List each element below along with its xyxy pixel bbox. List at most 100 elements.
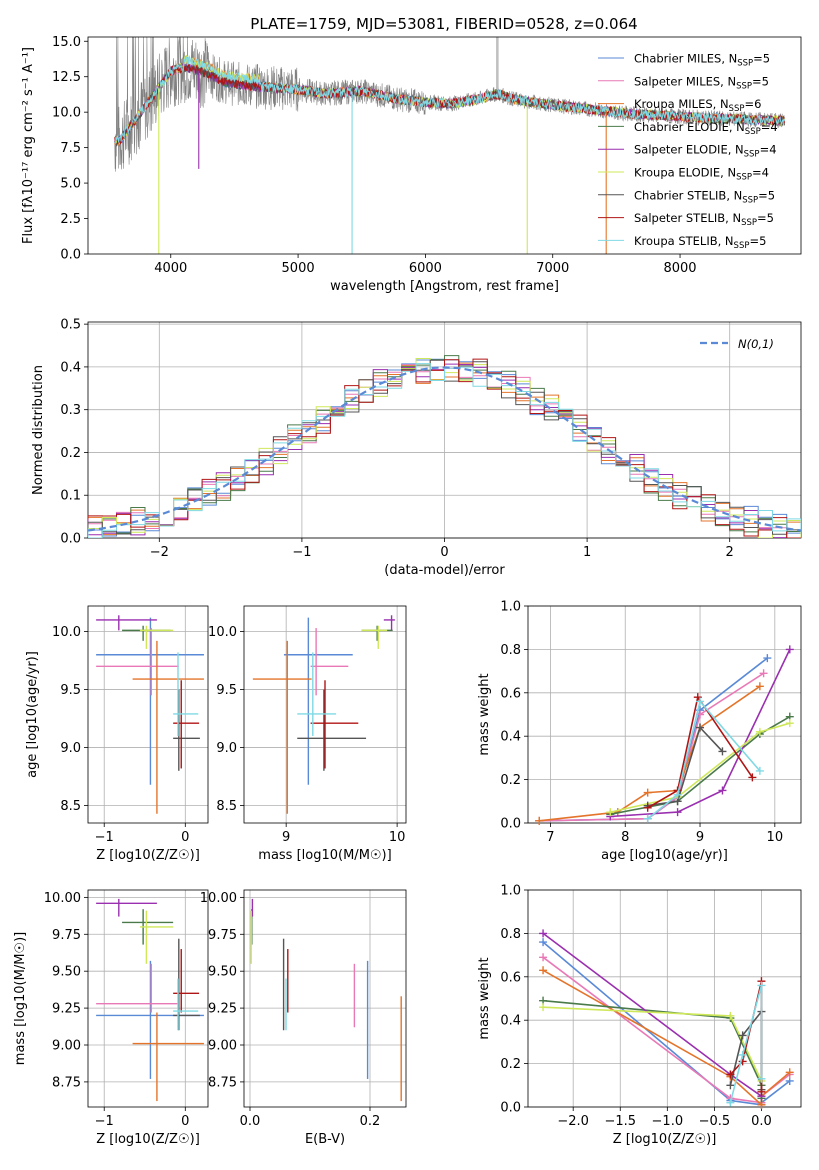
massweight_vs_Z-xtick-label: 0.0	[751, 1114, 772, 1129]
age_vs_mass-ytick-label: 9.5	[216, 683, 237, 698]
legend-label-sub: SSP	[741, 218, 757, 228]
massweight_vs_Z-marker	[726, 1098, 735, 1107]
massweight_vs_age-series-line-2	[539, 685, 761, 822]
spectrum-ylabel: Flux [fλ10⁻¹⁷ erg cm⁻² s⁻¹ A⁻¹]	[21, 47, 36, 244]
massweight_vs_Z-xtick-label: −0.5	[699, 1114, 731, 1129]
massweight_vs_age-ytick-label: 0.0	[500, 817, 521, 832]
massweight_vs_Z-ytick-label: 0.2	[500, 1057, 521, 1072]
massweight_vs_Z-marker	[757, 1087, 766, 1096]
massweight_vs_age-marker	[535, 816, 544, 825]
legend-label-tail: =5	[757, 211, 774, 225]
mass_vs_Z-ylabel: mass [log10(M/M☉)]	[13, 932, 28, 1065]
massweight_vs_Z-series-line-1	[542, 956, 791, 1104]
spectrum-ytick-label: 15.0	[52, 35, 81, 50]
massweight_vs_Z-series-line-2	[542, 969, 791, 1107]
legend-label-main: Chabrier MILES, N	[634, 52, 737, 66]
age_vs_mass-frame	[243, 605, 407, 824]
massweight_vs_age-marker	[755, 727, 764, 736]
residuals-ytick-label: 0.0	[60, 532, 81, 547]
age_vs_Z-xtick-label: −1	[95, 830, 114, 845]
massweight_vs_age-series-line-6	[647, 725, 724, 807]
mass_vs_Z-ytick-label: 10.00	[44, 891, 81, 906]
age_vs_mass-xlabel: mass [log10(M/M☉)]	[258, 848, 391, 863]
legend-label-7: Salpeter STELIB, NSSP=5	[634, 211, 774, 228]
massweight_vs_age-ylabel: mass weight	[477, 673, 492, 755]
massweight_vs_age-ytick-label: 0.6	[500, 686, 521, 701]
mass_vs_Z-xtick-label: 0	[181, 1114, 189, 1129]
massweight_vs_Z-marker	[726, 1081, 735, 1090]
massweight_vs_age-marker	[693, 693, 702, 702]
mass_vs_ebv-ytick-label: 9.25	[208, 1002, 237, 1017]
massweight_vs_Z-marker	[738, 1050, 747, 1059]
legend-label-8: Kroupa STELIB, NSSP=5	[634, 234, 766, 251]
spectrum-xtick-label: 6000	[409, 261, 442, 276]
massweight_vs_Z-xlabel: Z [log10(Z/Z☉)]	[613, 1132, 717, 1147]
age_vs_Z-xlabel: Z [log10(Z/Z☉)]	[96, 848, 200, 863]
residuals-ytick-label: 0.5	[60, 318, 81, 333]
massweight_vs_age-ytick-label: 0.2	[500, 773, 521, 788]
mass_vs_ebv-ytick-label: 9.75	[208, 928, 237, 943]
normal-reference-curve	[87, 366, 802, 532]
age_vs_mass-xtick-label: 10	[389, 830, 406, 845]
mass_vs_Z-xlabel: Z [log10(Z/Z☉)]	[96, 1132, 200, 1147]
legend-label-0: Chabrier MILES, NSSP=5	[634, 52, 770, 69]
age_vs_Z-ytick-label: 9.5	[60, 683, 81, 698]
massweight_vs_age-xtick-label: 8	[621, 830, 629, 845]
massweight_vs_age-marker	[718, 747, 727, 756]
spectrum-ytick-label: 12.5	[52, 70, 81, 85]
legend-label-tail: =4	[761, 120, 778, 134]
mass_vs_ebv-ytick-label: 9.50	[208, 965, 237, 980]
legend-label-main: Kroupa MILES, N	[634, 97, 729, 111]
mass_vs_Z-ytick-label: 9.50	[52, 965, 81, 980]
plot-layer: 4000 5000 6000 7000 80000.02.55.07.510.012.5…	[13, 35, 802, 1147]
legend-label-2: Kroupa MILES, NSSP=6	[634, 97, 761, 114]
legend-label-main: Chabrier STELIB, N	[634, 188, 742, 202]
massweight_vs_age-series-line-5	[610, 722, 791, 813]
massweight_vs_age-frame	[527, 605, 802, 824]
mass_vs_ebv-frame	[243, 889, 407, 1108]
massweight_vs_age-marker	[718, 786, 727, 795]
residuals-xtick-label: 1	[583, 545, 591, 560]
legend-label-sub: SSP	[744, 150, 760, 160]
massweight_vs_age-marker	[755, 766, 764, 775]
legend-label-tail: =5	[752, 74, 769, 88]
massweight_vs_Z-ytick-label: 0.0	[500, 1101, 521, 1116]
residuals-xtick-label: −1	[292, 545, 311, 560]
massweight_vs_age-marker	[643, 788, 652, 797]
legend-label-1: Salpeter MILES, NSSP=5	[634, 74, 769, 91]
massweight_vs_Z-marker	[539, 953, 548, 962]
massweight_vs_age-ytick-label: 0.4	[500, 730, 521, 745]
massweight_vs_Z-series-line-4	[542, 932, 762, 1097]
legend-normal-label: N(0,1)	[738, 337, 774, 351]
spectrum-xtick-label: 7000	[536, 261, 569, 276]
legend-label-tail: =4	[760, 143, 777, 157]
spectrum-xlabel: wavelength [Angstrom, rest frame]	[330, 279, 559, 294]
legend-label-tail: =5	[753, 52, 770, 66]
legend-label-sub: SSP	[736, 81, 752, 91]
legend-label-4: Salpeter ELODIE, NSSP=4	[634, 143, 777, 160]
legend-label-sub: SSP	[729, 104, 745, 114]
massweight_vs_age-series-line-1	[539, 672, 765, 822]
residual-histogram-8	[88, 363, 801, 538]
massweight_vs_age-marker	[759, 669, 768, 678]
massweight_vs_Z-marker	[539, 1003, 548, 1012]
mass_vs_Z-ytick-label: 8.75	[52, 1075, 81, 1090]
residuals-ytick-label: 0.2	[60, 446, 81, 461]
massweight_vs_Z-marker	[539, 929, 548, 938]
legend-label-sub: SSP	[736, 173, 752, 183]
mass_vs_Z-ytick-label: 9.00	[52, 1039, 81, 1054]
age_vs_mass-ytick-label: 10.0	[208, 625, 237, 640]
massweight_vs_age-marker	[785, 719, 794, 728]
spectrum-ytick-label: 5.0	[60, 177, 81, 192]
massweight_vs_age-marker	[755, 682, 764, 691]
massweight_vs_age-marker	[643, 803, 652, 812]
residuals-xtick-label: 2	[726, 545, 734, 560]
age_vs_Z-ytick-label: 10.0	[52, 625, 81, 640]
massweight_vs_Z-marker	[726, 1011, 735, 1020]
massweight_vs_age-series-line-8	[647, 699, 761, 820]
age_vs_Z-xtick-label: 0	[181, 830, 189, 845]
mass_vs_Z-xtick-label: −1	[95, 1114, 114, 1129]
residuals-ytick-label: 0.1	[60, 489, 81, 504]
masked-line-region	[496, 37, 499, 98]
